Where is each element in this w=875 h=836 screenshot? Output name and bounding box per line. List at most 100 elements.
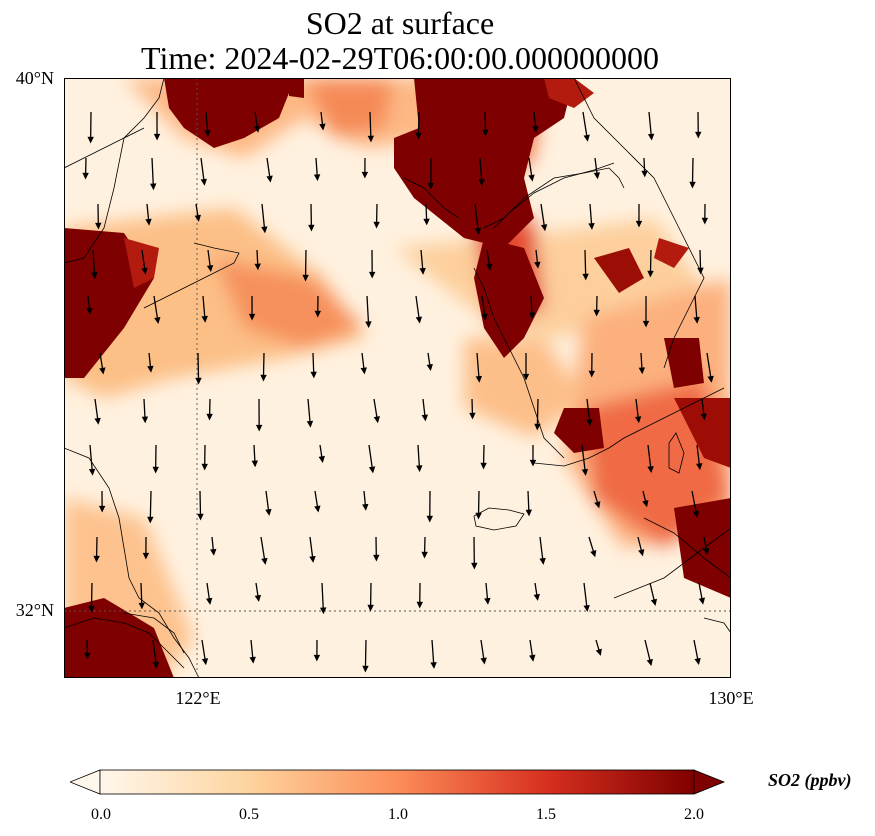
wind-arrow-head bbox=[261, 557, 268, 565]
wind-arrow-head bbox=[647, 465, 654, 473]
so2-hotspots bbox=[64, 78, 731, 678]
lat-label-32n: 32°N bbox=[15, 600, 54, 620]
wind-arrow-head bbox=[302, 274, 309, 282]
wind-arrow-head bbox=[642, 320, 650, 328]
wind-arrow-head bbox=[689, 181, 696, 189]
wind-arrow-head bbox=[595, 648, 602, 656]
wind-arrow-head bbox=[318, 455, 325, 463]
wind-arrow-head bbox=[362, 665, 369, 673]
wind-arrow-head bbox=[588, 223, 595, 230]
wind-arrow-head bbox=[528, 312, 536, 320]
colorbar-gradient bbox=[99, 769, 695, 795]
wind-arrow-head bbox=[641, 170, 648, 178]
wind-arrow-head bbox=[534, 423, 541, 431]
wind-arrow-head bbox=[147, 365, 154, 373]
figure-title: SO2 at surface bbox=[305, 5, 495, 41]
wind-arrow-shaft bbox=[364, 639, 367, 671]
wind-arrow-head bbox=[201, 315, 208, 323]
wind-arrow-head bbox=[145, 218, 152, 226]
wind-arrow-head bbox=[154, 316, 161, 325]
wind-arrow-head bbox=[469, 412, 476, 420]
wind-arrow-head bbox=[255, 424, 263, 432]
wind-arrow-head bbox=[206, 413, 213, 421]
wind-arrow-head bbox=[528, 174, 535, 182]
wind-arrow-head bbox=[141, 267, 148, 275]
wind-vectors bbox=[82, 111, 714, 673]
wind-arrow-head bbox=[313, 174, 321, 182]
wind-arrow-head bbox=[593, 172, 601, 180]
colorbar-extend-high bbox=[693, 769, 726, 795]
wind-arrow-head bbox=[261, 226, 268, 234]
wind-arrow-head bbox=[360, 367, 367, 375]
wind-arrow-head bbox=[703, 548, 710, 556]
wind-arrow-head bbox=[319, 607, 327, 615]
colorbar-tick-0: 0.0 bbox=[91, 806, 111, 823]
wind-arrow-head bbox=[197, 513, 204, 521]
wind-arrow-head bbox=[373, 416, 380, 424]
wind-arrow-head bbox=[586, 419, 593, 427]
wind-arrow-head bbox=[365, 321, 372, 329]
wind-arrow-head bbox=[253, 125, 261, 133]
wind-arrow-head bbox=[138, 602, 145, 610]
wind-arrow-head bbox=[153, 133, 161, 141]
wind-arrow-head bbox=[593, 309, 600, 317]
wind-arrow-head bbox=[313, 654, 321, 662]
wind-arrow-head bbox=[88, 605, 95, 613]
wind-arrow-head bbox=[486, 263, 493, 271]
wind-arrow-head bbox=[93, 555, 100, 563]
wind-arrow-head bbox=[647, 133, 655, 141]
wind-arrow-head bbox=[539, 557, 546, 565]
wind-arrow-head bbox=[254, 594, 262, 602]
wind-arrow-head bbox=[481, 313, 488, 321]
wind-arrow-head bbox=[206, 597, 213, 605]
wind-arrow-head bbox=[480, 462, 487, 470]
wind-arrow-head bbox=[266, 175, 273, 183]
wind-arrow-head bbox=[700, 413, 707, 421]
wind-arrow-head bbox=[265, 508, 272, 516]
wind-arrow-head bbox=[141, 416, 149, 424]
wind-arrow-head bbox=[692, 510, 700, 518]
wind-arrow-head bbox=[200, 178, 207, 186]
wind-arrow-head bbox=[362, 503, 369, 511]
figure-subtitle-time: Time: 2024-02-29T06:00:00.000000000 bbox=[141, 40, 659, 76]
wind-arrow-head bbox=[594, 501, 601, 509]
wind-arrow-head bbox=[707, 375, 714, 383]
wind-arrow-head bbox=[98, 505, 106, 513]
colorbar-tick-2: 1.0 bbox=[388, 806, 408, 823]
wind-arrow-head bbox=[533, 593, 540, 601]
wind-arrow-shaft bbox=[149, 490, 152, 522]
wind-arrow-head bbox=[697, 267, 704, 275]
wind-arrow-head bbox=[201, 658, 209, 666]
wind-arrow-head bbox=[522, 373, 530, 381]
wind-arrow-head bbox=[373, 221, 380, 229]
wind-arrow-head bbox=[210, 548, 217, 556]
wind-arrow-head bbox=[194, 214, 201, 222]
wind-arrow-head bbox=[583, 134, 590, 142]
wind-arrow-head bbox=[540, 224, 548, 232]
wind-arrow-head bbox=[314, 505, 321, 513]
wind-arrow-head bbox=[416, 601, 423, 609]
wind-arrow-head bbox=[529, 459, 537, 467]
wind-arrow-head bbox=[314, 310, 321, 318]
wind-arrow-head bbox=[588, 370, 595, 378]
wind-arrow-head bbox=[367, 604, 374, 612]
wind-arrow-head bbox=[475, 512, 482, 520]
colorbar-tick-3: 1.5 bbox=[536, 806, 556, 823]
wind-arrow-head bbox=[306, 420, 314, 428]
wind-arrow-head bbox=[583, 604, 590, 612]
wind-arrow-head bbox=[650, 598, 658, 606]
wind-arrow-head bbox=[84, 652, 91, 660]
wind-arrow-head bbox=[426, 363, 433, 371]
wind-arrow-head bbox=[94, 417, 101, 425]
colorbar-tick-4: 2.0 bbox=[684, 806, 704, 823]
lon-label-122e: 122°E bbox=[175, 688, 221, 708]
wind-arrow-head bbox=[99, 367, 106, 375]
coastlines bbox=[64, 78, 731, 678]
wind-arrow-head bbox=[147, 516, 154, 524]
wind-arrow-head bbox=[82, 172, 89, 180]
wind-arrow-head bbox=[195, 377, 202, 385]
colorbar-tick-1: 0.5 bbox=[239, 806, 259, 823]
wind-arrow-head bbox=[421, 414, 428, 422]
wind-arrow-head bbox=[695, 131, 702, 139]
wind-arrow-head bbox=[581, 468, 589, 476]
